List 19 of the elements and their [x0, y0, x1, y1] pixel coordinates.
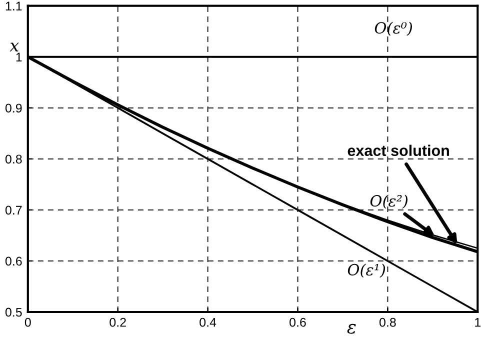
y-axis-title: x [10, 42, 19, 52]
y-tick-label: 1.1 [6, 2, 22, 10]
y-tick-label: 0.6 [5, 256, 22, 266]
annotation: exact solution [348, 144, 449, 156]
y-tick-label: 0.7 [5, 206, 22, 215]
x-tick-label: 0.2 [110, 318, 126, 327]
y-tick-label: 0.5 [5, 308, 22, 317]
x-axis-title: ε [347, 324, 356, 334]
x-tick-label: 0 [24, 318, 31, 327]
x-tick-label: 1 [475, 318, 480, 327]
x-tick-label: 0.6 [290, 318, 306, 327]
annotation: O(ε¹) [348, 264, 386, 278]
annotation: O(ε²) [370, 194, 408, 209]
annotation: O(ε⁰) [374, 22, 412, 36]
y-tick-label: 0.8 [5, 154, 22, 164]
x-tick-label: 0.8 [379, 318, 396, 327]
x-tick-label: 0.4 [200, 318, 216, 327]
y-tick-label: 0.9 [5, 104, 22, 113]
y-tick-label: 1 [16, 52, 22, 62]
